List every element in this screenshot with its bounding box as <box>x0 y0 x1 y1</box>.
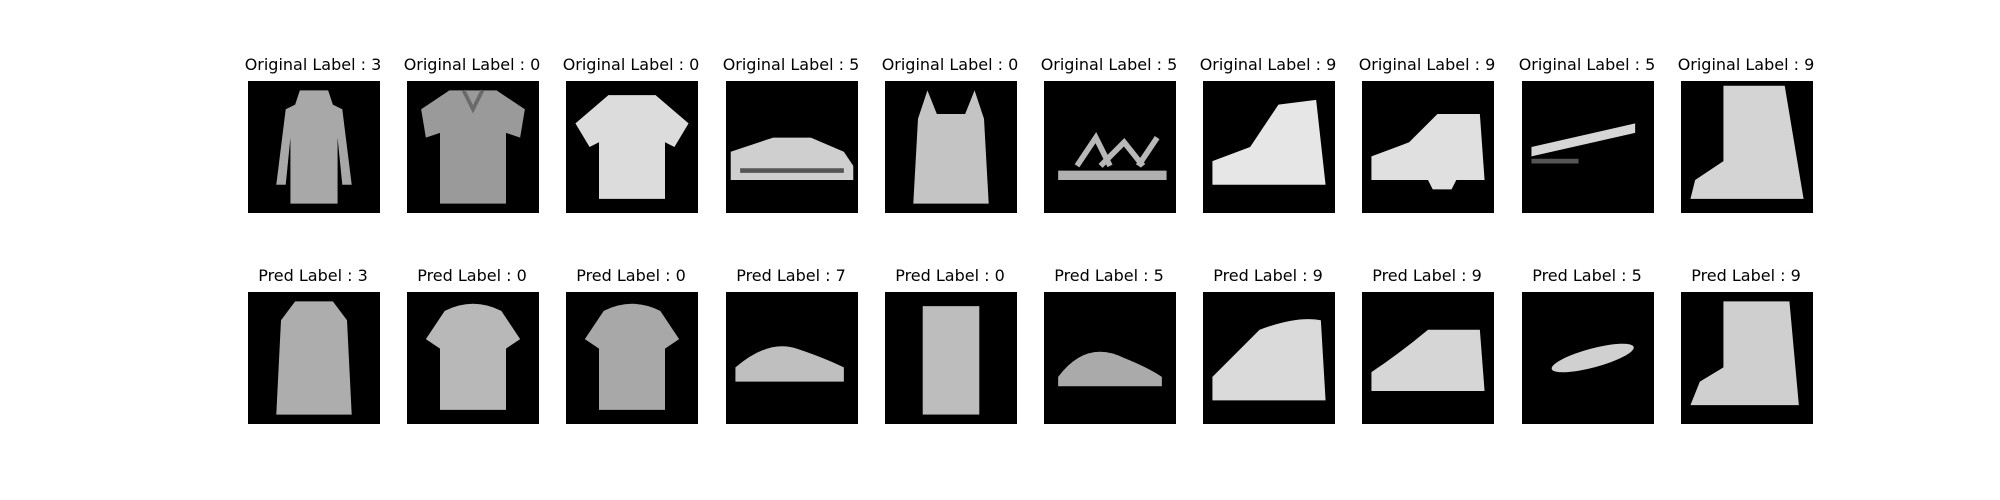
original-cell: Original Label : 0 <box>870 55 1030 235</box>
sandal-recon-image <box>1044 292 1176 424</box>
ankle-boot-image <box>1362 81 1494 213</box>
original-label-title: Original Label : 9 <box>1677 55 1815 74</box>
original-cell: Original Label : 5 <box>1029 55 1189 235</box>
original-label-title: Original Label : 9 <box>1358 55 1496 74</box>
tank-top-image <box>885 81 1017 213</box>
ankle-boot-recon-image <box>1362 292 1494 424</box>
original-label-title: Original Label : 0 <box>562 55 700 74</box>
original-label-title: Original Label : 5 <box>1518 55 1656 74</box>
thin-sandal-recon-image <box>1522 292 1654 424</box>
original-label-title: Original Label : 0 <box>881 55 1019 74</box>
pred-cell: Pred Label : 3 <box>233 266 393 446</box>
thin-sandal-image <box>1522 81 1654 213</box>
original-label-title: Original Label : 9 <box>1199 55 1337 74</box>
pred-cell: Pred Label : 0 <box>392 266 552 446</box>
pred-cell: Pred Label : 9 <box>1666 266 1826 446</box>
shoe-recon-image <box>1203 292 1335 424</box>
pred-cell: Pred Label : 7 <box>711 266 871 446</box>
high-top-shoe-image <box>1203 81 1335 213</box>
pred-label-title: Pred Label : 7 <box>736 266 846 285</box>
sneaker-image <box>726 81 858 213</box>
pred-cell: Pred Label : 9 <box>1188 266 1348 446</box>
original-label-title: Original Label : 5 <box>722 55 860 74</box>
dress-image <box>248 81 380 213</box>
pred-label-title: Pred Label : 3 <box>258 266 368 285</box>
original-cell: Original Label : 0 <box>551 55 711 235</box>
original-cell: Original Label : 9 <box>1188 55 1348 235</box>
sneaker-recon-image <box>726 292 858 424</box>
tank-recon-image <box>885 292 1017 424</box>
original-cell: Original Label : 9 <box>1347 55 1507 235</box>
original-cell: Original Label : 0 <box>392 55 552 235</box>
pred-label-title: Pred Label : 9 <box>1691 266 1801 285</box>
pred-label-title: Pred Label : 0 <box>895 266 1005 285</box>
pred-label-title: Pred Label : 9 <box>1372 266 1482 285</box>
tshirt-recon-image <box>407 292 539 424</box>
pred-label-title: Pred Label : 9 <box>1213 266 1323 285</box>
pred-cell: Pred Label : 5 <box>1507 266 1667 446</box>
original-label-title: Original Label : 0 <box>403 55 541 74</box>
original-cell: Original Label : 5 <box>711 55 871 235</box>
sandal-image <box>1044 81 1176 213</box>
tshirt-bright-image <box>566 81 698 213</box>
pred-label-title: Pred Label : 5 <box>1532 266 1642 285</box>
pred-row: Pred Label : 3 Pred Label : 0 Pred Label… <box>0 266 2000 446</box>
original-label-title: Original Label : 5 <box>1040 55 1178 74</box>
original-cell: Original Label : 3 <box>233 55 393 235</box>
boot-recon-image <box>1681 292 1813 424</box>
original-cell: Original Label : 5 <box>1507 55 1667 235</box>
pred-cell: Pred Label : 0 <box>551 266 711 446</box>
tshirt-image <box>407 81 539 213</box>
original-cell: Original Label : 9 <box>1666 55 1826 235</box>
dress-recon-image <box>248 292 380 424</box>
tshirt-recon-image <box>566 292 698 424</box>
boot-image <box>1681 81 1813 213</box>
pred-cell: Pred Label : 9 <box>1347 266 1507 446</box>
pred-label-title: Pred Label : 0 <box>417 266 527 285</box>
pred-cell: Pred Label : 5 <box>1029 266 1189 446</box>
pred-label-title: Pred Label : 0 <box>576 266 686 285</box>
original-label-title: Original Label : 3 <box>244 55 382 74</box>
pred-label-title: Pred Label : 5 <box>1054 266 1164 285</box>
original-row: Original Label : 3 Original Label : 0 Or… <box>0 55 2000 235</box>
pred-cell: Pred Label : 0 <box>870 266 1030 446</box>
